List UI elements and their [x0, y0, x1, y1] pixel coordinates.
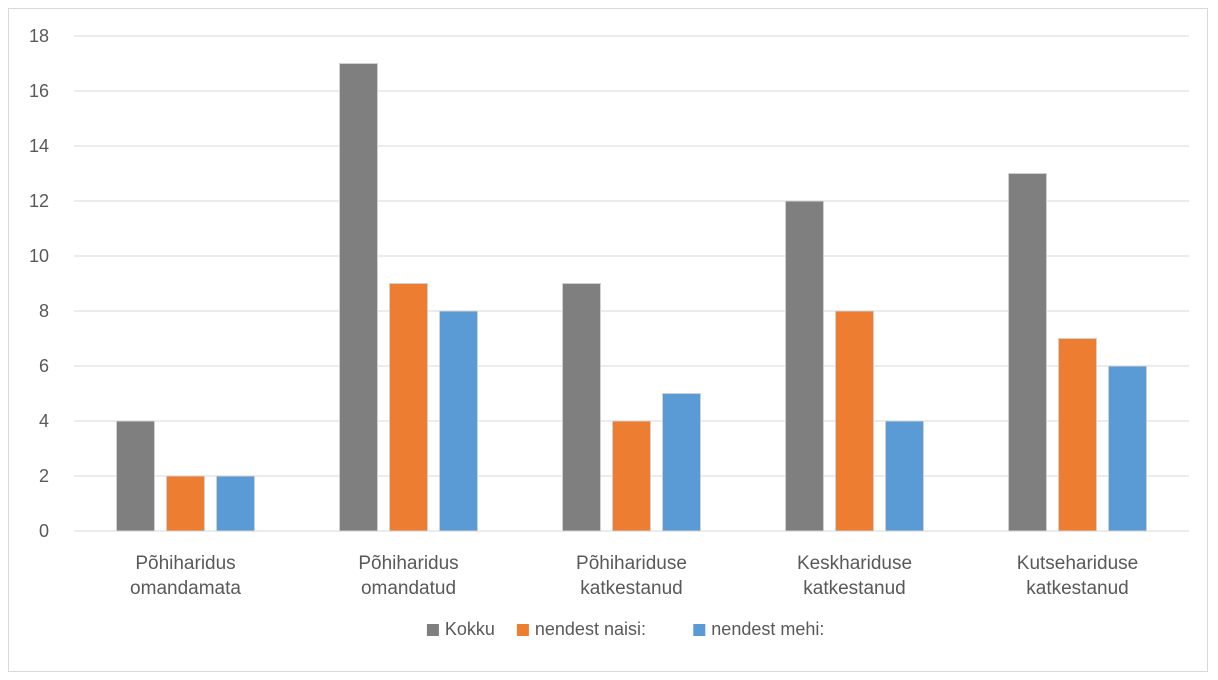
y-axis-ticks: 0 2 4 6 8 10 12 14 16 18 — [29, 26, 49, 541]
x-category-label: katkestanud — [580, 578, 682, 599]
x-category-label: Põhihariduse — [576, 553, 687, 574]
bar-naisi — [166, 475, 205, 532]
y-tick-label: 4 — [39, 411, 49, 431]
bar-mehi — [885, 420, 924, 532]
bar-kokku — [339, 63, 378, 532]
gridlines — [74, 35, 1189, 532]
y-tick-label: 6 — [39, 356, 49, 376]
y-tick-label: 16 — [29, 81, 49, 101]
y-tick-label: 8 — [39, 301, 49, 321]
x-category-label: Põhiharidus — [135, 553, 235, 574]
x-category-label: katkestanud — [1026, 578, 1128, 599]
bar-naisi — [612, 420, 651, 532]
bar-kokku — [562, 283, 601, 532]
x-axis-labels: Põhiharidus omandamata Põhiharidus omandatu… — [130, 553, 1138, 599]
y-tick-label: 10 — [29, 246, 49, 266]
legend-label: nendest naisi: — [535, 619, 646, 639]
legend-swatch — [516, 624, 529, 636]
bar-mehi — [662, 393, 701, 532]
legend-swatch — [693, 624, 706, 636]
legend-swatch — [426, 624, 439, 636]
x-category-label: omandamata — [130, 578, 241, 599]
x-category-label: omandatud — [361, 578, 456, 599]
y-tick-label: 18 — [29, 26, 49, 46]
chart-frame: 0 2 4 6 8 10 12 14 16 18 Põhiharidus omandamata Põh… — [8, 8, 1208, 672]
bar-kokku — [785, 200, 824, 532]
bar-mehi — [439, 310, 478, 532]
y-tick-label: 14 — [29, 136, 49, 156]
bar-naisi — [835, 310, 874, 532]
x-category-label: Keskhariduse — [797, 553, 912, 574]
y-tick-label: 0 — [39, 521, 49, 541]
bar-mehi — [216, 475, 255, 532]
legend: Kokku nendest naisi: nendest mehi: — [426, 619, 824, 639]
y-tick-label: 2 — [39, 466, 49, 486]
bar-naisi — [1058, 338, 1097, 532]
legend-label: nendest mehi: — [711, 619, 824, 639]
bars — [116, 63, 1147, 532]
bar-mehi — [1108, 365, 1147, 532]
legend-label: Kokku — [445, 619, 495, 639]
bar-kokku — [116, 420, 155, 532]
x-category-label: katkestanud — [803, 578, 905, 599]
bar-naisi — [389, 283, 428, 532]
bar-kokku — [1008, 173, 1047, 532]
x-category-label: Põhiharidus — [358, 553, 458, 574]
x-category-label: Kutsehariduse — [1017, 553, 1138, 574]
y-tick-label: 12 — [29, 191, 49, 211]
